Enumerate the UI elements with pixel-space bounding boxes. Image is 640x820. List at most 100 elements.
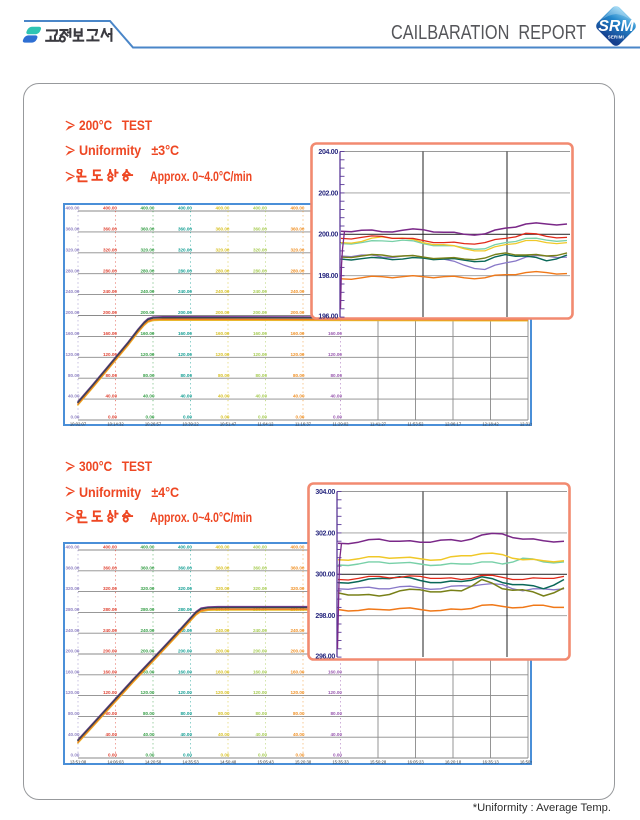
svg-text:360.00: 360.00 — [178, 227, 192, 232]
svg-text:240.00: 240.00 — [290, 289, 304, 294]
svg-text:320.00: 320.00 — [103, 586, 117, 591]
svg-text:120.00: 120.00 — [103, 690, 117, 695]
svg-text:320.00: 320.00 — [253, 247, 267, 252]
svg-text:200.00: 200.00 — [253, 649, 267, 654]
svg-text:400.00: 400.00 — [215, 545, 229, 550]
svg-text:80.00: 80.00 — [68, 373, 80, 378]
svg-text:240.00: 240.00 — [103, 289, 117, 294]
svg-text:15:05:43: 15:05:43 — [257, 760, 274, 765]
svg-text:320.00: 320.00 — [140, 586, 154, 591]
svg-text:120.00: 120.00 — [140, 352, 154, 357]
svg-text:280.00: 280.00 — [65, 268, 79, 273]
svg-text:0.00: 0.00 — [108, 753, 117, 758]
svg-text:280.00: 280.00 — [178, 607, 192, 612]
svg-text:11:53:52: 11:53:52 — [408, 422, 425, 427]
svg-text:120.00: 120.00 — [103, 352, 117, 357]
svg-text:360.00: 360.00 — [178, 565, 192, 570]
svg-text:160.00: 160.00 — [290, 331, 304, 336]
svg-text:15:20:38: 15:20:38 — [295, 760, 312, 765]
svg-text:16:35:13: 16:35:13 — [482, 760, 499, 765]
svg-text:360.00: 360.00 — [65, 227, 79, 232]
svg-text:120.00: 120.00 — [253, 352, 267, 357]
svg-text:200.00: 200.00 — [290, 310, 304, 315]
svg-text:160.00: 160.00 — [328, 331, 342, 336]
svg-text:0.00: 0.00 — [296, 415, 305, 420]
svg-text:0.00: 0.00 — [258, 753, 267, 758]
svg-text:320.00: 320.00 — [215, 247, 229, 252]
svg-text:120.00: 120.00 — [253, 690, 267, 695]
svg-text:80.00: 80.00 — [293, 711, 305, 716]
svg-text:240.00: 240.00 — [140, 289, 154, 294]
svg-text:320.00: 320.00 — [178, 247, 192, 252]
svg-text:40.00: 40.00 — [181, 732, 193, 737]
svg-text:40.00: 40.00 — [331, 394, 343, 399]
svg-text:160.00: 160.00 — [103, 331, 117, 336]
svg-text:200.00: 200.00 — [253, 310, 267, 315]
svg-text:200.00: 200.00 — [103, 649, 117, 654]
svg-text:40.00: 40.00 — [218, 394, 230, 399]
svg-text:280.00: 280.00 — [140, 268, 154, 273]
svg-text:120.00: 120.00 — [290, 690, 304, 695]
svg-text:200.00: 200.00 — [178, 310, 192, 315]
svg-text:0.00: 0.00 — [221, 415, 230, 420]
svg-text:160.00: 160.00 — [328, 669, 342, 674]
svg-text:0.00: 0.00 — [108, 415, 117, 420]
svg-text:280.00: 280.00 — [253, 268, 267, 273]
svg-text:200.00: 200.00 — [140, 649, 154, 654]
svg-text:40.00: 40.00 — [68, 732, 80, 737]
svg-text:14:06:03: 14:06:03 — [107, 760, 124, 765]
svg-text:10:26:57: 10:26:57 — [145, 422, 162, 427]
svg-text:10:39:22: 10:39:22 — [182, 422, 199, 427]
svg-text:120.00: 120.00 — [328, 690, 342, 695]
svg-text:0.00: 0.00 — [258, 415, 267, 420]
svg-text:80.00: 80.00 — [106, 373, 118, 378]
svg-text:0.00: 0.00 — [183, 415, 192, 420]
svg-text:320.00: 320.00 — [290, 247, 304, 252]
svg-text:11:29:02: 11:29:02 — [333, 422, 350, 427]
svg-text:280.00: 280.00 — [140, 607, 154, 612]
svg-text:120.00: 120.00 — [178, 352, 192, 357]
svg-text:240.00: 240.00 — [178, 289, 192, 294]
svg-text:40.00: 40.00 — [143, 394, 155, 399]
svg-text:200.00: 200.00 — [215, 649, 229, 654]
svg-text:120.00: 120.00 — [215, 690, 229, 695]
svg-text:240.00: 240.00 — [215, 289, 229, 294]
svg-text:204.00: 204.00 — [318, 149, 338, 156]
svg-text:198.00: 198.00 — [318, 273, 338, 280]
svg-text:360.00: 360.00 — [65, 565, 79, 570]
svg-text:302.00: 302.00 — [315, 530, 335, 537]
svg-text:40.00: 40.00 — [293, 394, 305, 399]
svg-text:240.00: 240.00 — [140, 628, 154, 633]
svg-text:200.00: 200.00 — [318, 232, 338, 239]
svg-text:80.00: 80.00 — [181, 373, 193, 378]
svg-text:200.00: 200.00 — [290, 649, 304, 654]
svg-text:10:51:47: 10:51:47 — [220, 422, 237, 427]
svg-text:240.00: 240.00 — [215, 628, 229, 633]
svg-text:120.00: 120.00 — [290, 352, 304, 357]
svg-text:360.00: 360.00 — [253, 565, 267, 570]
svg-text:0.00: 0.00 — [296, 753, 305, 758]
svg-text:240.00: 240.00 — [178, 628, 192, 633]
svg-text:200.00: 200.00 — [140, 310, 154, 315]
svg-text:80.00: 80.00 — [256, 373, 268, 378]
svg-text:320.00: 320.00 — [178, 586, 192, 591]
svg-text:11:04:12: 11:04:12 — [258, 422, 275, 427]
svg-text:240.00: 240.00 — [253, 289, 267, 294]
svg-text:0.00: 0.00 — [71, 753, 80, 758]
svg-text:40.00: 40.00 — [68, 394, 80, 399]
svg-text:80.00: 80.00 — [106, 711, 118, 716]
svg-text:160.00: 160.00 — [253, 331, 267, 336]
svg-text:400.00: 400.00 — [65, 545, 79, 550]
svg-text:360.00: 360.00 — [290, 227, 304, 232]
svg-text:16:50:08: 16:50:08 — [520, 760, 532, 765]
svg-text:240.00: 240.00 — [253, 628, 267, 633]
svg-text:240.00: 240.00 — [65, 628, 79, 633]
svg-text:80.00: 80.00 — [331, 711, 343, 716]
svg-text:400.00: 400.00 — [178, 206, 192, 211]
svg-text:40.00: 40.00 — [106, 394, 118, 399]
svg-text:0.00: 0.00 — [183, 753, 192, 758]
svg-text:0.00: 0.00 — [146, 753, 155, 758]
svg-text:40.00: 40.00 — [331, 732, 343, 737]
svg-text:160.00: 160.00 — [253, 669, 267, 674]
svg-text:300.00: 300.00 — [315, 572, 335, 579]
